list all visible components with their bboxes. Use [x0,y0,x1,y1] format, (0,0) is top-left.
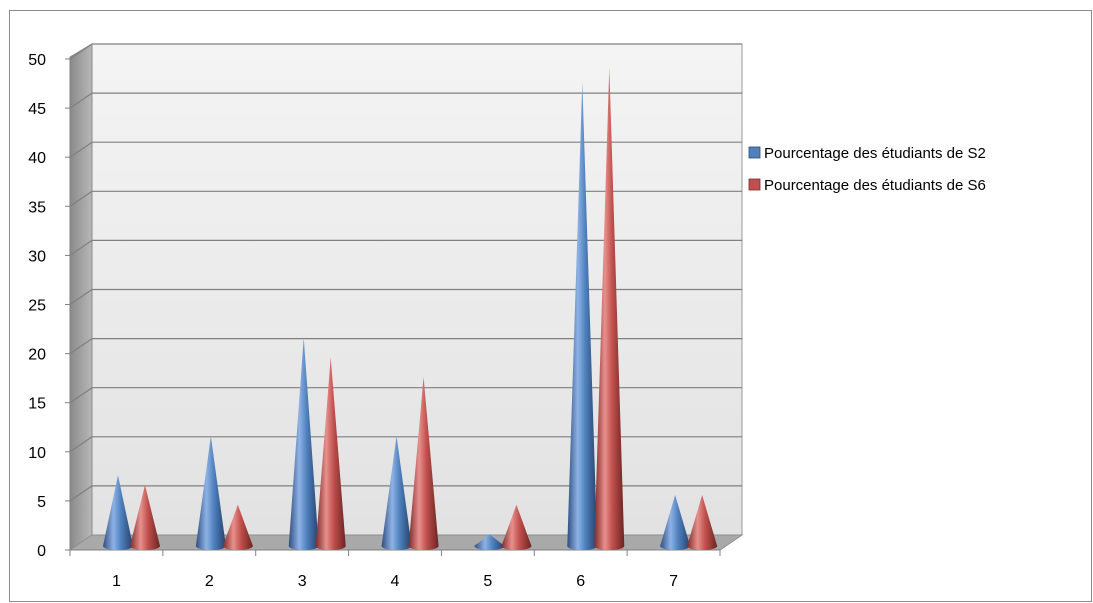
y-tick-label: 35 [28,199,46,216]
legend-label-s6: Pourcentage des étudiants de S6 [764,177,986,194]
y-tick-label: 50 [28,52,46,69]
x-axis-ticks: 1 2 3 4 5 6 7 [70,550,720,590]
y-tick-label: 15 [28,396,46,413]
legend: Pourcentage des étudiants de S2 Pourcent… [749,145,986,194]
x-tick-label: 1 [112,573,121,590]
y-tick-label: 30 [28,248,46,265]
y-tick-label: 10 [28,445,46,462]
legend-swatch-s6 [749,179,760,190]
y-tick-label: 5 [37,494,46,511]
y-tick-label: 45 [28,101,46,118]
x-tick-label: 7 [669,573,678,590]
plot-walls [70,44,742,550]
y-axis-ticks: 0 5 10 15 20 25 30 35 40 45 50 [28,52,70,560]
legend-label-s2: Pourcentage des étudiants de S2 [764,145,986,162]
x-tick-label: 2 [205,573,214,590]
x-tick-label: 6 [576,573,585,590]
y-tick-label: 40 [28,150,46,167]
y-tick-label: 25 [28,298,46,315]
y-tick-label: 20 [28,347,46,364]
x-tick-label: 4 [391,573,400,590]
x-tick-label: 3 [298,573,307,590]
y-tick-label: 0 [37,543,46,560]
x-tick-label: 5 [483,573,492,590]
legend-swatch-s2 [749,147,760,158]
